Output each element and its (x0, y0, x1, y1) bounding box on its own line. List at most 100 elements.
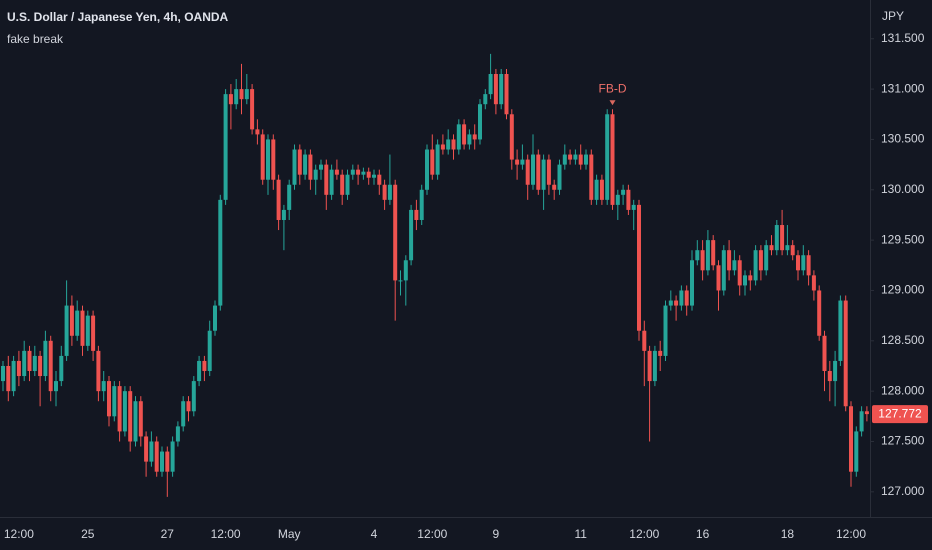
candle-body (329, 169, 334, 195)
candle-body (541, 159, 546, 190)
candle-body (483, 94, 488, 105)
candle-body (1, 365, 5, 382)
candle-body (6, 365, 11, 392)
candle-body (334, 169, 339, 175)
candle-body (716, 265, 721, 291)
candle-body (409, 209, 414, 261)
y-tick-label: 128.000 (881, 383, 925, 397)
candle-body (287, 184, 292, 210)
candle-body (446, 139, 451, 150)
candle-body (398, 280, 403, 282)
x-tick-label: 12:00 (629, 527, 659, 541)
candle-body (382, 184, 387, 200)
candle-body (531, 154, 535, 185)
candle-body (743, 275, 747, 286)
candle-body (202, 360, 207, 372)
x-tick-label: 12:00 (836, 527, 866, 541)
candle-body (504, 74, 509, 115)
x-tick-label: May (278, 527, 301, 541)
candle-body (11, 360, 16, 392)
candle-body (859, 411, 864, 432)
candle-body (456, 124, 461, 150)
y-axis-label: JPY (882, 9, 904, 23)
candle-body (621, 189, 626, 195)
candle-body (403, 260, 408, 281)
indicator-name: fake break (7, 32, 64, 46)
candle-body (218, 199, 223, 306)
x-tick-label: 9 (493, 527, 500, 541)
candle-body (785, 245, 790, 251)
candle-body (393, 184, 398, 281)
candle-body (843, 300, 848, 407)
candle-body (711, 240, 716, 266)
candle-body (281, 209, 286, 220)
x-tick-label: 12:00 (417, 527, 447, 541)
candle-body (276, 179, 281, 220)
candle-body (536, 154, 541, 190)
candle-body (811, 275, 816, 291)
candle-body (732, 260, 737, 271)
candle-body (674, 300, 679, 306)
candle-body (213, 305, 217, 331)
candle-body (499, 74, 504, 105)
candle-body (467, 134, 472, 145)
candle-body (690, 260, 694, 306)
candle-body (642, 330, 647, 351)
candle-body (488, 74, 493, 95)
candle-body (22, 350, 27, 377)
candle-body (610, 114, 615, 205)
candle-body (737, 260, 742, 286)
candle-body (748, 275, 753, 281)
candle-body (54, 381, 58, 392)
candle-body (631, 204, 636, 210)
candle-body (573, 154, 578, 160)
x-tick-label: 27 (161, 527, 175, 541)
candle-body (509, 114, 514, 160)
candle-body (615, 194, 620, 205)
candle-body (758, 250, 763, 271)
candle-body (356, 169, 361, 175)
candle-body (69, 305, 74, 336)
candle-body (478, 104, 482, 140)
candle-body (160, 451, 164, 472)
candle-body (260, 134, 265, 180)
candle-body (663, 305, 668, 356)
candle-body (175, 426, 180, 442)
chart-title: U.S. Dollar / Japanese Yen, 4h, OANDA (7, 10, 229, 24)
candle-body (774, 225, 779, 251)
candle-body (801, 255, 806, 271)
y-tick-label: 129.000 (881, 283, 925, 297)
candle-body (780, 225, 785, 251)
candle-body (133, 401, 138, 442)
candle-body (493, 74, 498, 105)
candle-body (838, 300, 843, 361)
candle-body (239, 89, 244, 100)
candle-body (372, 174, 376, 178)
candle-body (340, 174, 345, 195)
candle-body (822, 335, 827, 372)
y-tick-label: 129.500 (881, 232, 925, 246)
candle-body (435, 144, 440, 175)
y-tick-label: 127.000 (881, 484, 925, 498)
candle-body (122, 391, 127, 432)
candle-body (568, 154, 573, 160)
candle-body (515, 159, 520, 165)
candle-body (96, 350, 101, 392)
x-tick-label: 18 (781, 527, 795, 541)
y-tick-label: 130.000 (881, 182, 925, 196)
candle-body (594, 179, 599, 200)
candle-body (366, 171, 371, 178)
candle-body (599, 179, 604, 200)
candle-body (16, 360, 21, 377)
candle-body (191, 381, 196, 412)
candle-body (197, 360, 202, 382)
candle-body (234, 89, 239, 105)
candle-body (165, 451, 170, 472)
candle-body (144, 436, 149, 462)
candle-body (297, 149, 302, 175)
candle-body (827, 371, 832, 382)
candle-body (584, 154, 588, 165)
candle-body (85, 315, 90, 346)
candle-body (817, 290, 822, 336)
